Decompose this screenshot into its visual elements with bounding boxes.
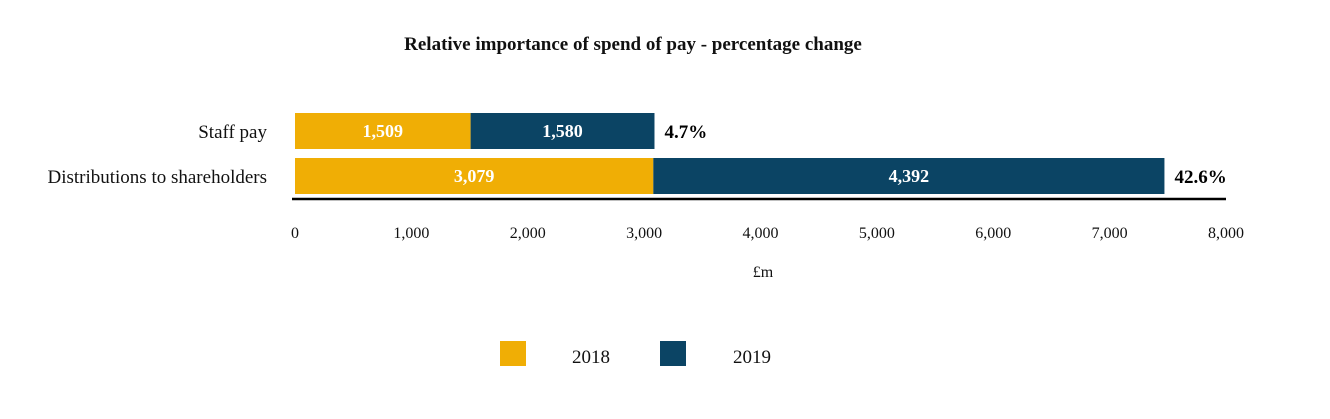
legend-swatch-2018: [500, 341, 526, 366]
x-tick-label: 5,000: [859, 225, 895, 242]
x-tick-label: 0: [291, 225, 299, 242]
legend-label-2018: 2018: [572, 347, 610, 368]
bar-2018-staff-pay: [295, 113, 471, 149]
bar-2019-staff-pay: [470, 113, 655, 149]
bar-value-label-2018-staff-pay: 1,509: [363, 121, 404, 141]
x-tick-label: 4,000: [743, 225, 779, 242]
x-tick-label: 8,000: [1208, 225, 1244, 242]
bar-2018-distributions-to-shareholders: [295, 158, 654, 194]
percent-change-label-distributions-to-shareholders: 42.6%: [1174, 167, 1226, 188]
x-tick-label: 1,000: [393, 225, 429, 242]
bar-value-label-2019-distributions-to-shareholders: 4,392: [889, 166, 930, 186]
x-tick-label: 7,000: [1092, 225, 1128, 242]
legend-swatch-2019: [660, 341, 686, 366]
percent-change-label-staff-pay: 4.7%: [664, 122, 707, 143]
legend-label-2019: 2019: [733, 347, 771, 368]
bar-value-label-2019-staff-pay: 1,580: [542, 121, 583, 141]
x-axis-ticks: 0 1,000 2,000 3,000 4,000 5,000 6,000 7,000 8,00…: [291, 225, 1244, 242]
x-tick-label: 3,000: [626, 225, 662, 242]
bars-layer: Staff pay 1,509 1,580 4.7% Distributions to …: [47, 113, 1227, 194]
legend: 2018 2019: [500, 341, 771, 368]
bar-2019-distributions-to-shareholders: [653, 158, 1165, 194]
bar-value-label-2018-distributions-to-shareholders: 3,079: [454, 166, 495, 186]
category-label-distributions-to-shareholders: Distributions to shareholders: [47, 167, 267, 188]
x-tick-label: 2,000: [510, 225, 546, 242]
category-label-staff-pay: Staff pay: [198, 122, 267, 143]
chart-title: Relative importance of spend of pay - pe…: [404, 34, 862, 55]
x-axis-title: £m: [753, 264, 774, 281]
x-tick-label: 6,000: [975, 225, 1011, 242]
